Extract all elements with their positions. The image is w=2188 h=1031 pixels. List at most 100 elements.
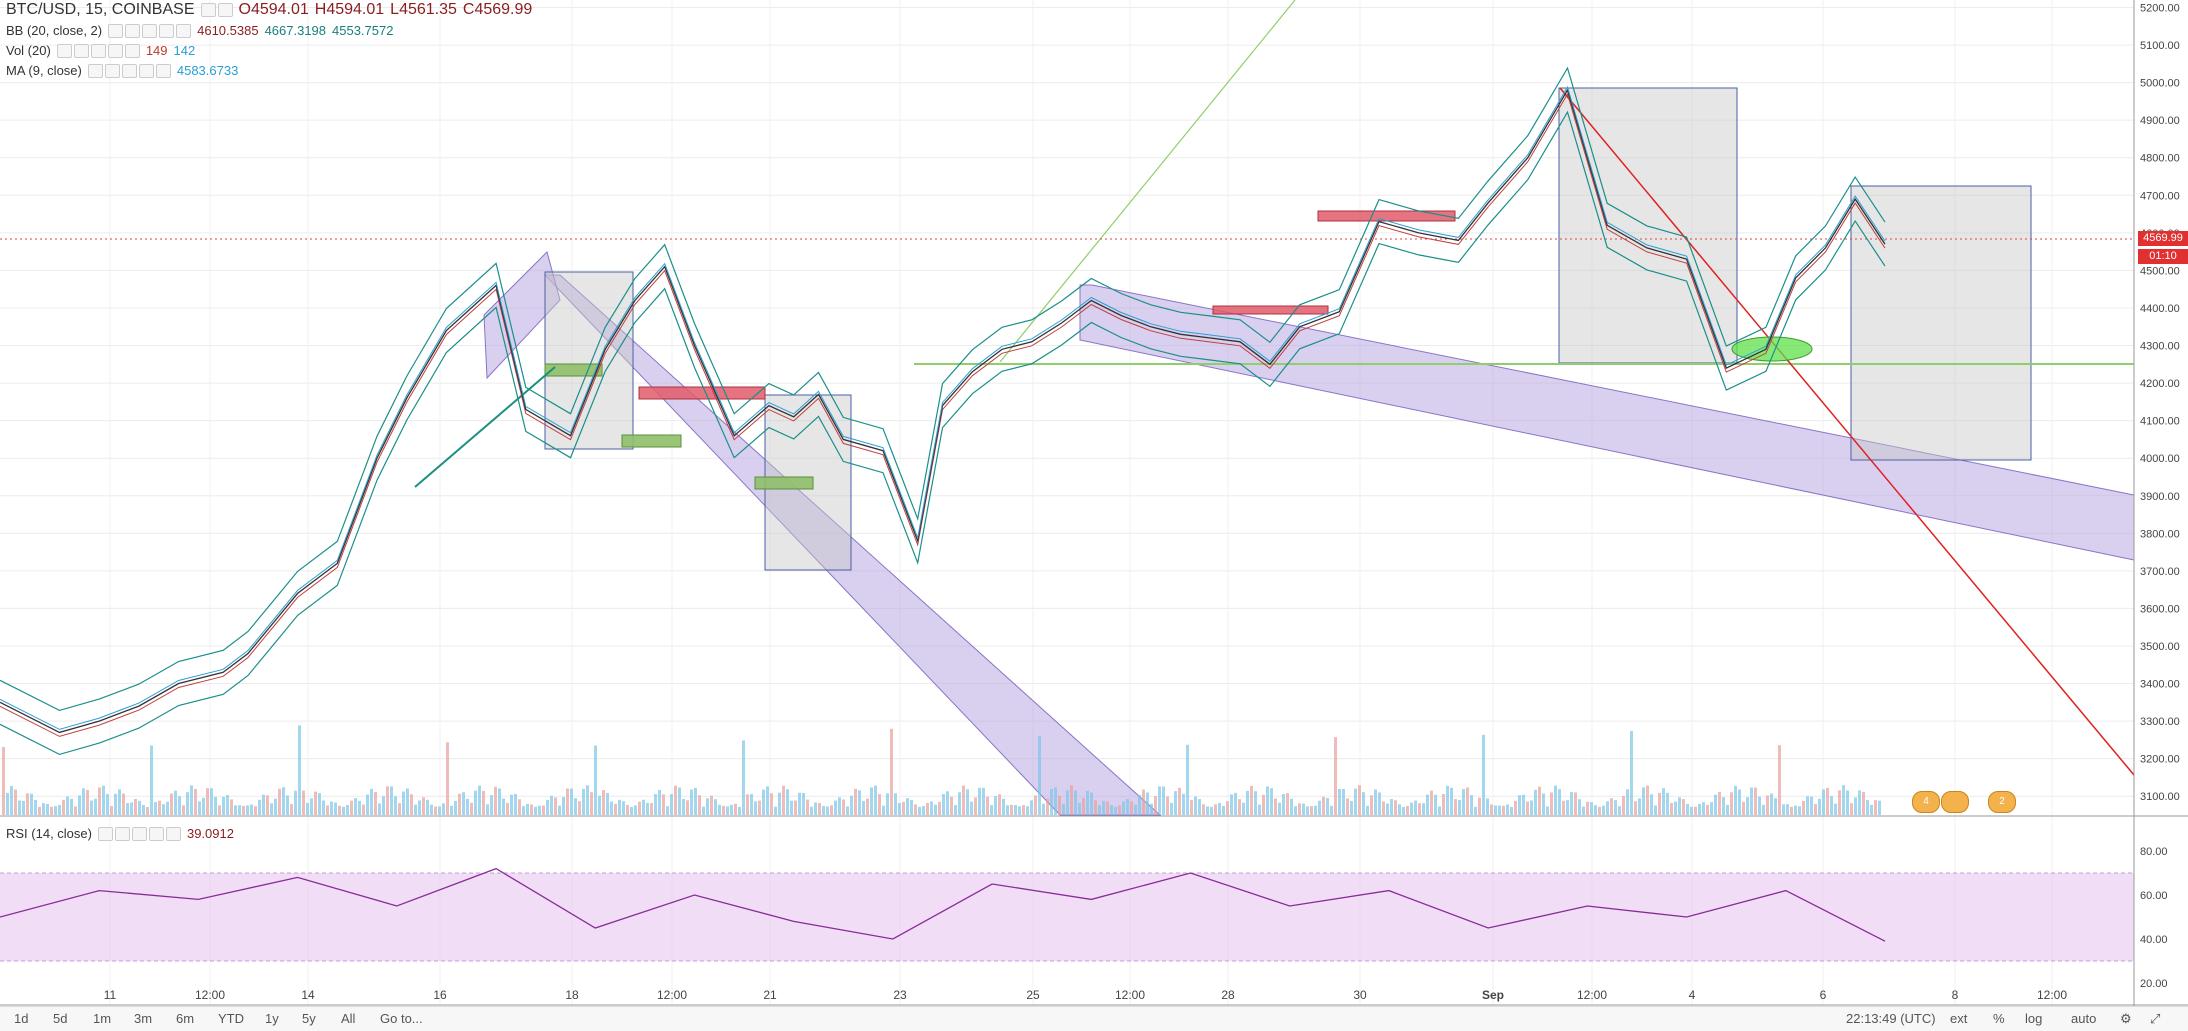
vol-label[interactable]: Vol (20): [6, 43, 51, 58]
volume-bar: [462, 792, 465, 815]
resistance-zone-2[interactable]: [1212, 305, 1329, 315]
auto-toggle[interactable]: auto: [2071, 1011, 2097, 1026]
log-toggle[interactable]: log: [2025, 1011, 2043, 1026]
support-zone-3[interactable]: [754, 476, 814, 490]
volume-bar: [50, 806, 53, 815]
volume-bar: [1226, 801, 1229, 815]
volume-bar: [1054, 787, 1057, 815]
volume-bar: [542, 805, 545, 815]
range-3m[interactable]: 3m: [134, 1011, 153, 1026]
legend-controls[interactable]: [200, 3, 233, 17]
gear-icon[interactable]: ⚙: [2120, 1011, 2132, 1026]
rsi-legend[interactable]: RSI (14, close) 39.0912: [6, 826, 234, 841]
volume-bar: [794, 800, 797, 815]
symbol-legend[interactable]: BTC/USD, 15, COINBASE O4594.01 H4594.01 …: [6, 1, 532, 19]
volume-bar: [774, 806, 777, 815]
volume-bar: [978, 787, 981, 815]
range-6m[interactable]: 6m: [176, 1011, 195, 1026]
time-tick-label: 12:00: [2037, 988, 2067, 1002]
volume-bar: [894, 793, 897, 815]
descending-channel-1[interactable]: [543, 274, 1162, 816]
support-zone-1[interactable]: [544, 363, 603, 377]
volume-bar: [678, 787, 681, 815]
expand-icon[interactable]: ⤢: [2150, 1011, 2161, 1026]
volume-bar: [1530, 800, 1533, 815]
volume-bar: [902, 801, 905, 815]
range-all[interactable]: All: [341, 1011, 356, 1026]
volume-bar: [90, 800, 93, 815]
resistance-zone-3[interactable]: [1317, 210, 1456, 222]
volume-bar: [954, 805, 957, 815]
flag-icon-1[interactable]: [1941, 791, 1969, 813]
volume-bar: [1846, 790, 1849, 815]
volume-bar: [1078, 803, 1081, 815]
volume-bar: [74, 806, 77, 815]
chart-canvas[interactable]: 3100.00 3200.00 3300.00 3400.00 3500.00 3600.…: [0, 0, 2188, 1006]
rsi-label[interactable]: RSI (14, close): [6, 826, 92, 841]
volume-bar: [746, 794, 749, 815]
volume-bar: [734, 803, 737, 815]
volume-bar: [282, 787, 285, 815]
volume-bar: [1134, 804, 1137, 815]
box-4[interactable]: [1850, 185, 2032, 461]
trend-line-red[interactable]: [1559, 87, 2135, 776]
chart-grid: [0, 0, 2134, 1005]
volume-bar: [1478, 797, 1481, 815]
bb-label[interactable]: BB (20, close, 2): [6, 23, 103, 38]
range-1m[interactable]: 1m: [93, 1011, 112, 1026]
volume-bar: [1250, 785, 1253, 815]
box-1[interactable]: [544, 271, 634, 450]
volume-bar: [6, 792, 9, 815]
vol-legend[interactable]: Vol (20) 149 142: [6, 43, 195, 58]
volume-bar: [326, 805, 329, 815]
ma-label[interactable]: MA (9, close): [6, 63, 82, 78]
volume-bar: [310, 798, 313, 815]
symbol-name[interactable]: BTC/USD, 15, COINBASE: [6, 1, 195, 18]
volume-bar: [1186, 744, 1189, 815]
range-1y[interactable]: 1y: [265, 1011, 279, 1026]
rising-wedge[interactable]: [483, 251, 561, 380]
volume-bar: [1654, 805, 1657, 815]
go-to-button[interactable]: Go to...: [380, 1011, 423, 1026]
volume-bar: [1030, 800, 1033, 815]
volume-bar: [266, 795, 269, 815]
volume-bar: [1234, 792, 1237, 815]
volume-bar: [490, 795, 493, 815]
range-5y[interactable]: 5y: [302, 1011, 316, 1026]
volume-bar: [242, 805, 245, 815]
volume-bar: [1258, 804, 1261, 815]
volume-bar: [926, 802, 929, 815]
percent-toggle[interactable]: %: [1993, 1011, 2005, 1026]
event-badge-1[interactable]: 4: [1912, 791, 1940, 813]
trend-line-green[interactable]: [999, 0, 1296, 363]
volume-bar: [1450, 787, 1453, 815]
volume-bar: [1126, 798, 1129, 815]
trend-line-teal[interactable]: [414, 366, 556, 488]
last-price-tag: 4569.99: [2138, 231, 2188, 246]
volume-bar: [862, 800, 865, 815]
highlight-ellipse[interactable]: [1731, 336, 1813, 362]
volume-bar: [718, 804, 721, 815]
volume-bar: [1414, 800, 1417, 815]
drawing-tools[interactable]: [0, 0, 2135, 816]
range-1d[interactable]: 1d: [14, 1011, 29, 1026]
vol-value-b: 142: [173, 43, 196, 58]
volume-bar: [1522, 794, 1525, 815]
volume-bar: [1002, 798, 1005, 815]
volume-bar: [1022, 805, 1025, 815]
ma-legend[interactable]: MA (9, close) 4583.6733: [6, 63, 238, 78]
resistance-zone-1[interactable]: [638, 386, 766, 400]
volume-bar: [830, 805, 833, 815]
range-ytd[interactable]: YTD: [218, 1011, 244, 1026]
volume-bar: [1062, 803, 1065, 815]
volume-bar: [1050, 789, 1053, 815]
range-5d[interactable]: 5d: [53, 1011, 68, 1026]
bb-legend[interactable]: BB (20, close, 2) 4610.5385 4667.3198 45…: [6, 23, 393, 38]
volume-bar: [1270, 788, 1273, 815]
support-zone-2[interactable]: [621, 434, 682, 448]
volume-bar: [166, 801, 169, 815]
bb-basis-line: [0, 92, 1886, 737]
event-badge-2[interactable]: 2: [1988, 791, 2016, 813]
ext-toggle[interactable]: ext: [1950, 1011, 1968, 1026]
volume-bar: [674, 785, 677, 815]
